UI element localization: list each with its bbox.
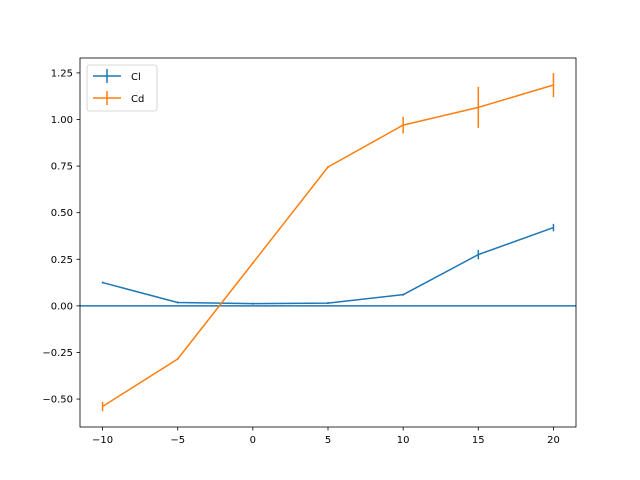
axes: −10 −5 0 5 10 15 20 −0.50 −0.25 0.00 0.25 0.50 0.75 1… (42, 57, 577, 446)
x-tick-label-4: 10 (397, 435, 410, 446)
legend-box (86, 64, 158, 112)
legend-label-cd: Cd (131, 94, 144, 105)
y-tick-label-7: 1.25 (51, 68, 73, 79)
y-tick-label-5: 0.75 (51, 162, 73, 173)
x-tick-label-6: 20 (547, 435, 560, 446)
x-tick-label-2: 0 (250, 435, 256, 446)
y-tick-label-0: −0.50 (42, 395, 73, 406)
y-tick-label-1: −0.25 (42, 348, 73, 359)
x-tick-label-0: −10 (92, 435, 113, 446)
y-tick-label-6: 1.00 (51, 115, 73, 126)
x-tick-label-3: 5 (325, 435, 331, 446)
x-tick-label-5: 15 (472, 435, 485, 446)
x-tick-label-1: −5 (170, 435, 185, 446)
legend: Cl Cd (86, 64, 158, 112)
y-tick-label-4: 0.50 (51, 208, 73, 219)
plot-area (80, 72, 576, 412)
y-tick-label-2: 0.00 (51, 301, 73, 312)
y-tick-label-3: 0.25 (51, 255, 73, 266)
legend-label-cl: Cl (131, 72, 141, 83)
